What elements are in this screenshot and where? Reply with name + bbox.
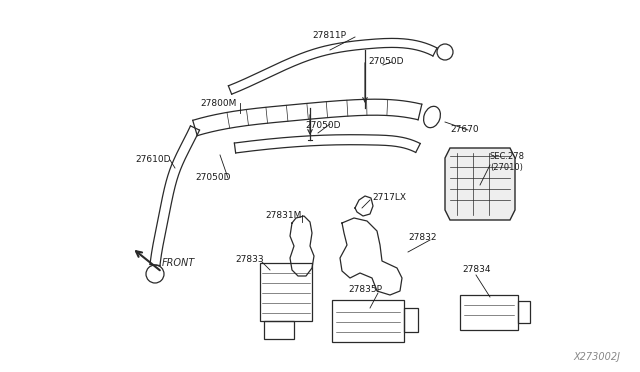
Text: 27050D: 27050D (368, 58, 403, 67)
Bar (404, 308, 418, 332)
Text: 27800M: 27800M (200, 99, 236, 108)
Text: 27811P: 27811P (312, 31, 346, 39)
Text: 27833: 27833 (235, 256, 264, 264)
Bar (264, 321, 294, 339)
Text: 27050D: 27050D (195, 173, 230, 183)
Text: 27834: 27834 (462, 266, 490, 275)
Bar (332, 300, 404, 342)
Text: 2717LX: 2717LX (372, 193, 406, 202)
Text: 27670: 27670 (450, 125, 479, 135)
Bar (518, 301, 530, 323)
Bar (460, 295, 518, 330)
Text: SEC.278
(27010): SEC.278 (27010) (490, 152, 525, 172)
Text: 27835P: 27835P (348, 285, 382, 295)
Text: 27610D: 27610D (135, 155, 170, 164)
Polygon shape (445, 148, 515, 220)
Text: X273002J: X273002J (573, 352, 620, 362)
Bar (260, 263, 312, 321)
Text: 27832: 27832 (408, 234, 436, 243)
Text: FRONT: FRONT (162, 258, 195, 268)
Text: 27831M: 27831M (265, 211, 301, 219)
Text: 27050D: 27050D (305, 121, 340, 129)
